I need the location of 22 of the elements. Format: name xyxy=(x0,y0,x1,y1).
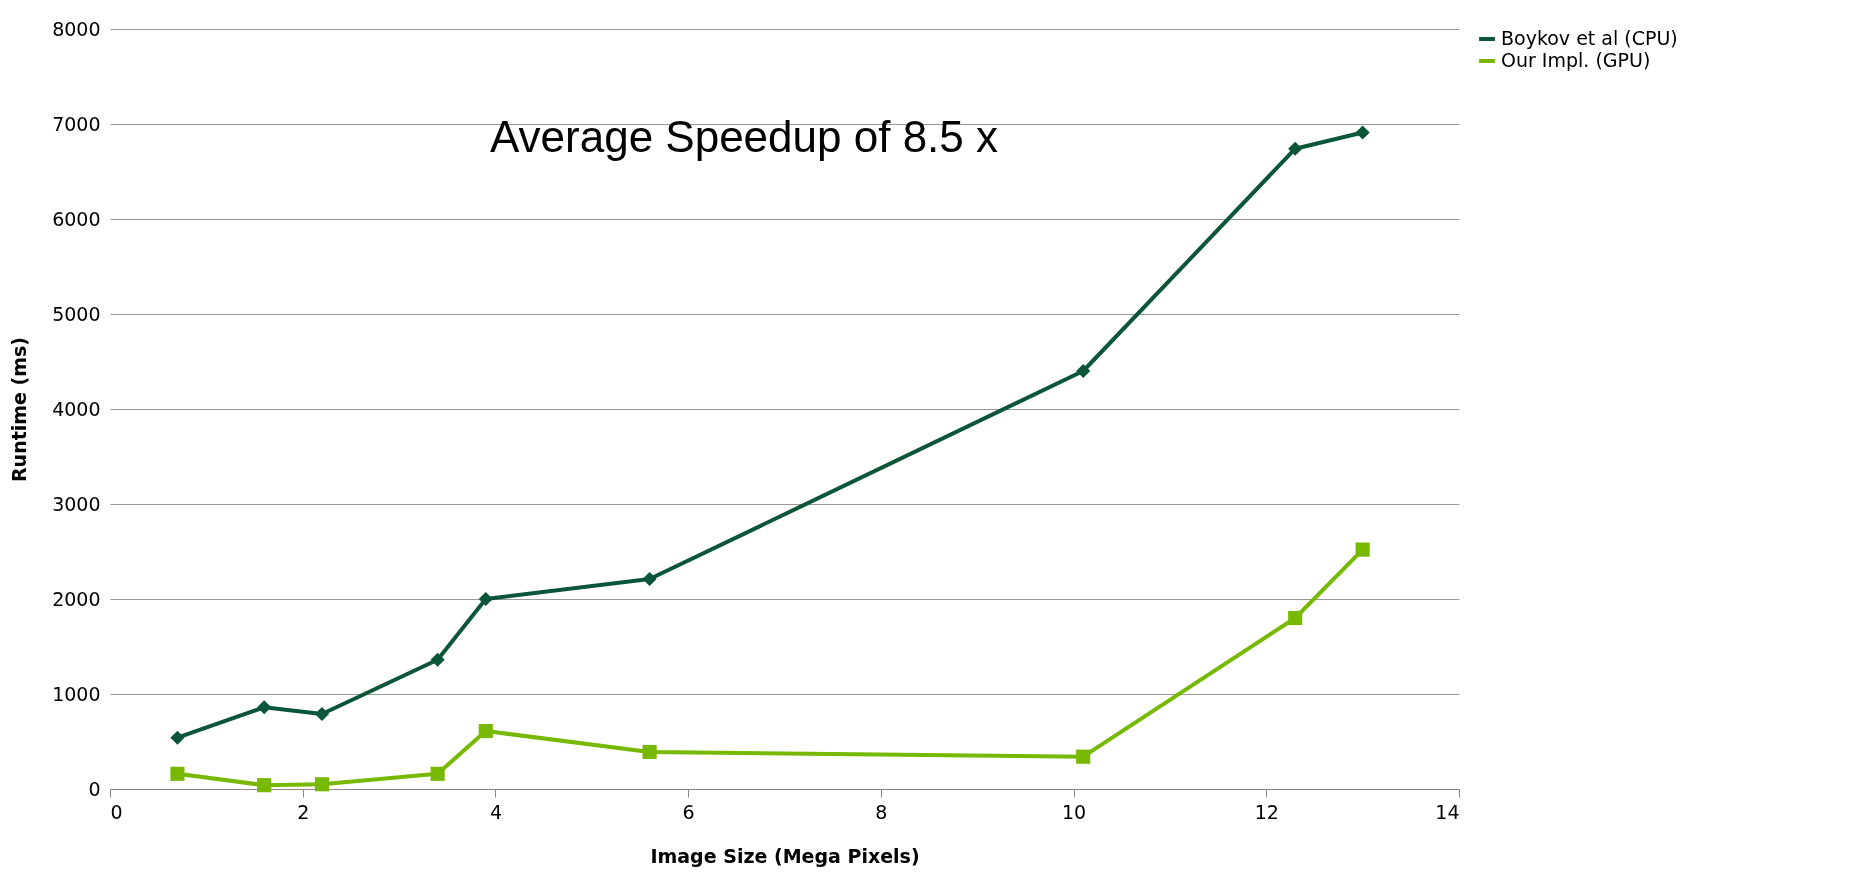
x-tick-label: 10 xyxy=(1061,800,1087,823)
y-tick-label: 6000 xyxy=(52,207,101,230)
y-tick-label: 7000 xyxy=(52,112,101,135)
y-tick-label: 1000 xyxy=(52,682,101,705)
annotation: Average Speedup of 8.5 x xyxy=(490,112,999,162)
y-tick-label: 5000 xyxy=(52,302,101,325)
y-tick-label: 4000 xyxy=(52,397,101,420)
y-tick-label: 8000 xyxy=(52,17,101,40)
x-tick-label: 8 xyxy=(875,800,888,823)
x-tick-label: 4 xyxy=(489,800,502,823)
legend-label: Our Impl. (GPU) xyxy=(1501,49,1651,71)
x-tick-label: 14 xyxy=(1435,800,1460,823)
y-tick-label: 3000 xyxy=(52,492,101,515)
x-tick-label: 2 xyxy=(297,800,310,823)
y-axis-title: Runtime (ms) xyxy=(8,336,31,483)
legend-label: Boykov et al (CPU) xyxy=(1501,27,1678,49)
x-axis-title: Image Size (Mega Pixels) xyxy=(650,844,920,867)
y-tick-label: 2000 xyxy=(52,587,101,610)
y-tick-label: 0 xyxy=(88,777,101,800)
x-tick-label: 0 xyxy=(110,800,123,823)
x-tick-label: 6 xyxy=(682,800,695,823)
x-tick-label: 12 xyxy=(1254,800,1279,823)
